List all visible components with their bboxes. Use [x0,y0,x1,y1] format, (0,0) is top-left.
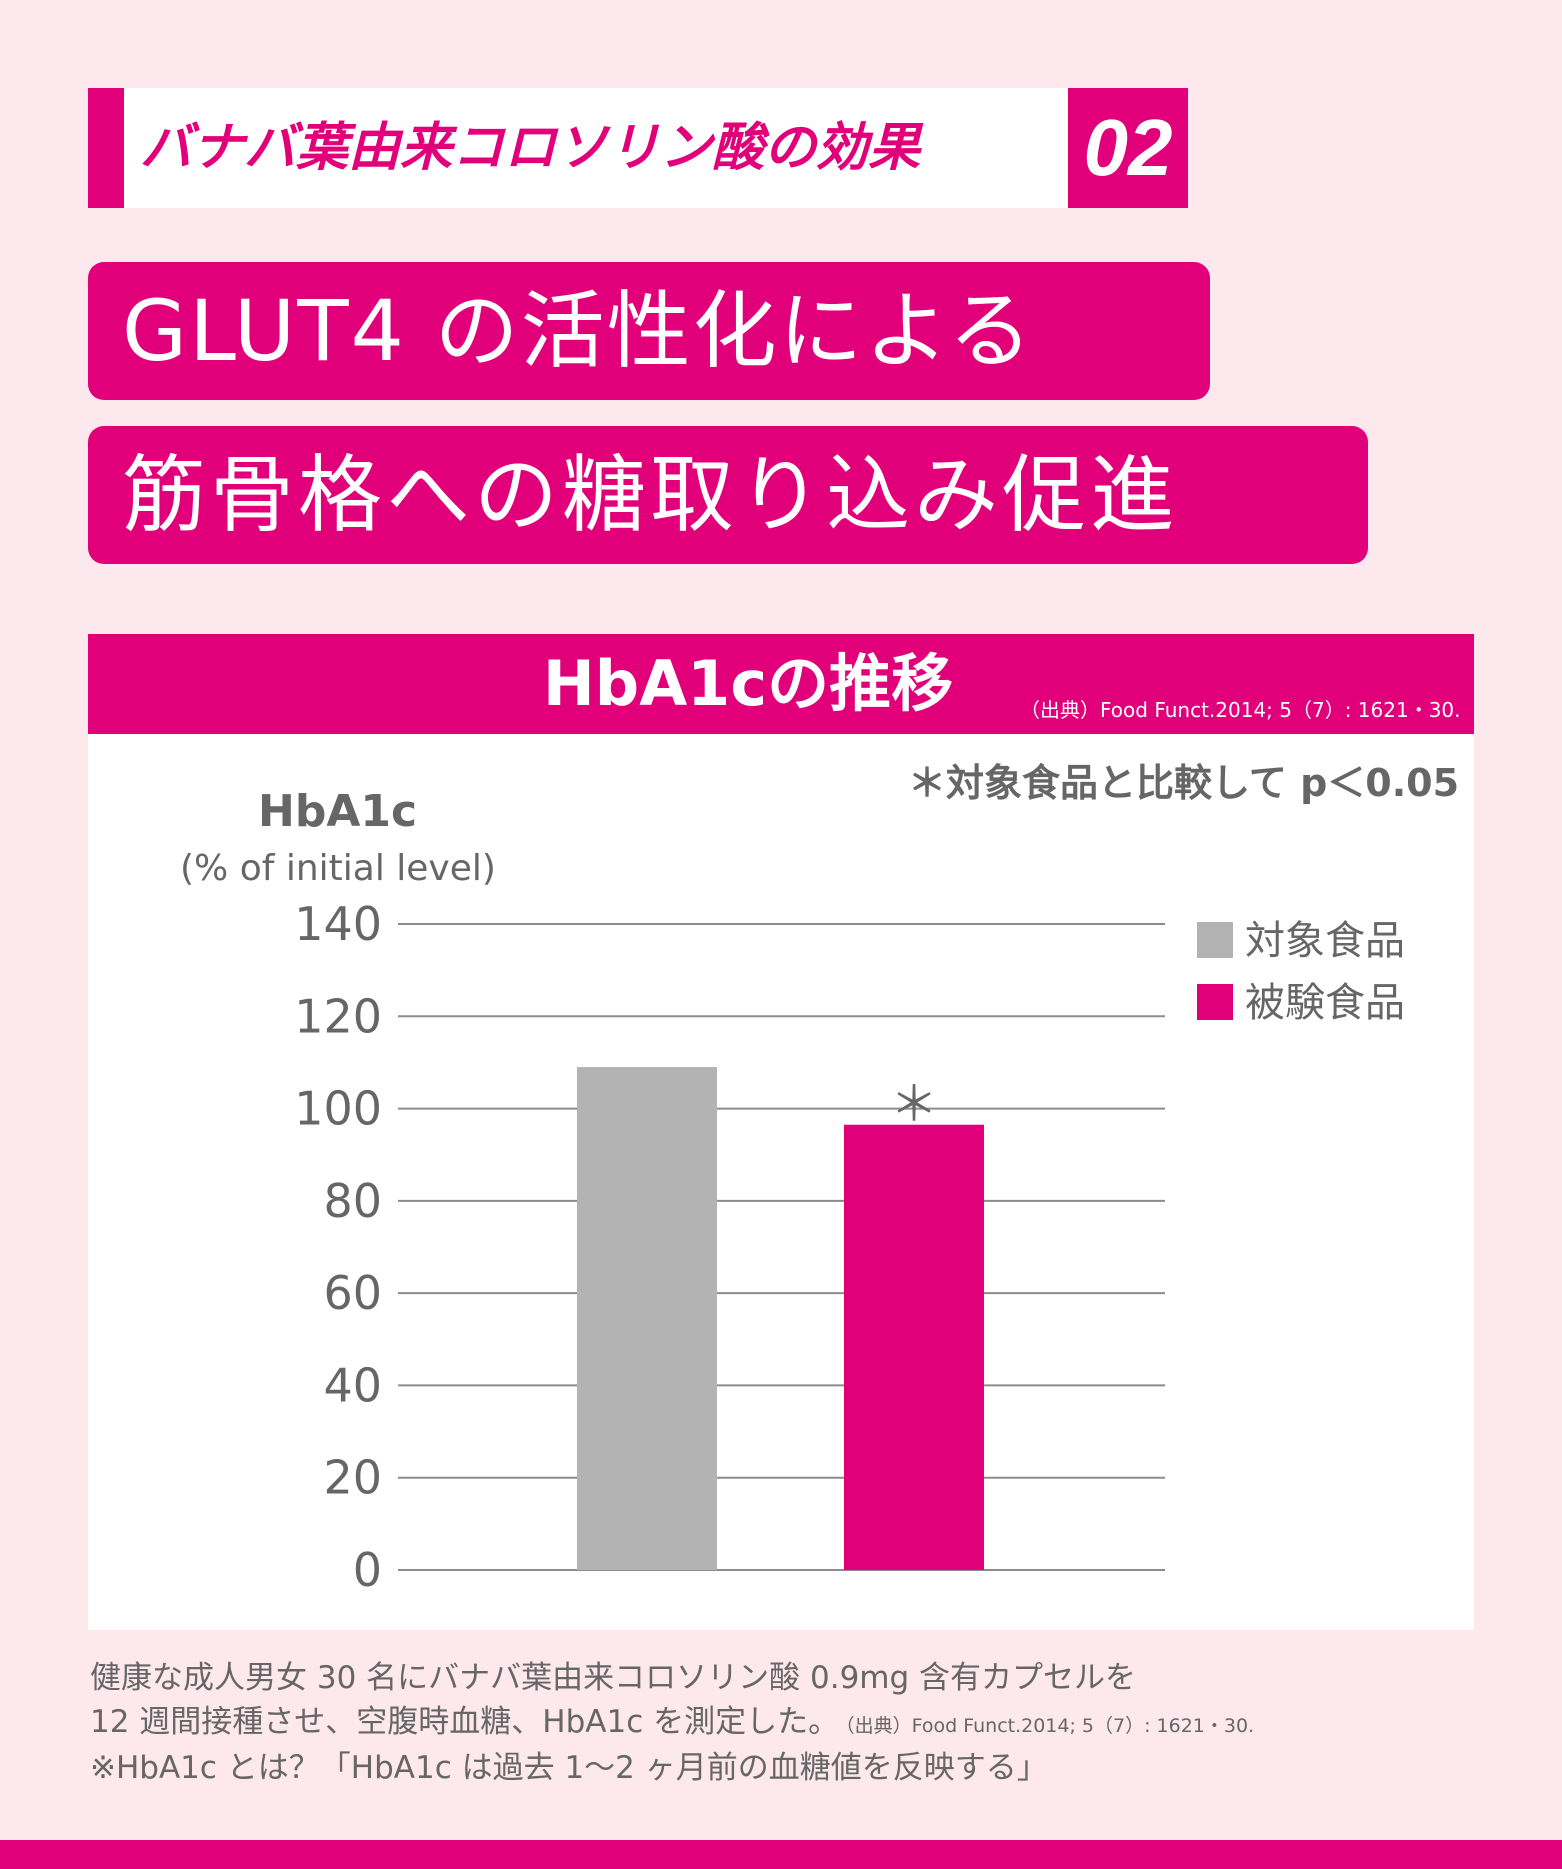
y-tick-label: 100 [294,1082,382,1136]
significance-marker: ＊ [890,1077,938,1133]
y-tick-label: 60 [323,1266,382,1320]
headline-line-1: GLUT4 の活性化による [88,262,1210,400]
footnote-line-3: ※HbA1c とは？「HbA1c は過去 1〜2 ヶ月前の血糖値を反映する」 [90,1750,1048,1786]
footnote-line-2: 12 週間接種させ、空腹時血糖、HbA1c を測定した。 （出典）Food Fun… [90,1696,1254,1741]
y-axis-subtitle: (% of initial level) [180,848,496,889]
y-axis-title: HbA1c [258,786,417,837]
section-number: 02 [1068,88,1188,208]
section-header: バナバ葉由来コロソリン酸の効果 02 [88,88,1188,208]
chart-source: （出典）Food Funct.2014; 5（7）: 1621・30. [1020,698,1461,722]
headline-line-2: 筋骨格への糖取り込み促進 [88,426,1368,564]
y-tick-label: 0 [353,1543,382,1597]
section-title-box [124,88,1068,208]
significance-note: ＊対象食品と比較して p＜0.05 [908,761,1460,805]
legend-swatch [1197,922,1233,958]
y-tick-label: 120 [294,989,382,1043]
bar-test [844,1124,984,1570]
bottom-bar [0,1840,1562,1869]
y-tick-label: 80 [323,1174,382,1228]
legend-label: 被験食品 [1245,980,1405,1026]
footnote-line-1: 健康な成人男女 30 名にバナバ葉由来コロソリン酸 0.9mg 含有カプセルを [90,1660,1137,1696]
section-accent-bar [88,88,124,208]
y-tick-label: 40 [323,1358,382,1412]
y-tick-label: 140 [294,897,382,951]
section-title: バナバ葉由来コロソリン酸の効果 [140,118,921,178]
legend-label: 対象食品 [1245,918,1405,964]
chart-header: HbA1cの推移 （出典）Food Funct.2014; 5（7）: 1621… [88,634,1474,734]
bar-chart: HbA1c (% of initial level) 0 20 40 60 80 100 120… [180,786,1405,1597]
chart-title: HbA1cの推移 [542,647,954,720]
bar-control [577,1067,717,1570]
chart-panel: HbA1cの推移 （出典）Food Funct.2014; 5（7）: 1621… [88,634,1474,1630]
y-tick-label: 20 [323,1451,382,1505]
footnote-source: （出典）Food Funct.2014; 5（7）: 1621・30. [845,1715,1255,1737]
footnote-line-2-text: 12 週間接種させ、空腹時血糖、HbA1c を測定した。 [90,1704,840,1740]
legend-swatch [1197,984,1233,1020]
